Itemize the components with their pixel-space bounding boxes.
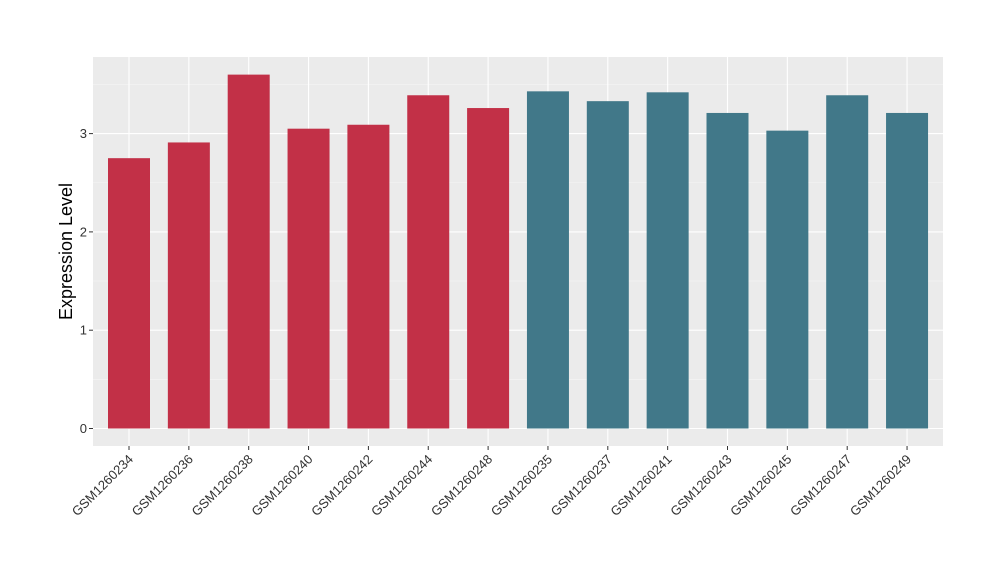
bar (526, 91, 569, 429)
bar (586, 101, 629, 429)
y-axis: 0 1 2 3 (80, 126, 93, 436)
x-tick-label: GSM1260235 (488, 452, 555, 519)
y-tick-label: 0 (80, 421, 87, 436)
x-tick-label: GSM1260247 (787, 452, 854, 519)
bar (347, 124, 390, 429)
bar (706, 112, 749, 429)
x-tick-label: GSM1260238 (188, 452, 255, 519)
bar (886, 112, 929, 429)
x-tick-label: GSM1260242 (308, 452, 375, 519)
x-tick-label: GSM1260249 (847, 452, 914, 519)
x-tick-label: GSM1260234 (69, 452, 136, 519)
bar (826, 95, 869, 429)
y-tick-label: 1 (80, 323, 87, 338)
y-axis-title: Expression Level (56, 183, 76, 320)
x-tick-label: GSM1260241 (607, 452, 674, 519)
x-tick-label: GSM1260244 (368, 452, 435, 519)
y-tick-label: 3 (80, 126, 87, 141)
x-axis: GSM1260234GSM1260236GSM1260238GSM1260240… (69, 446, 914, 519)
bar (287, 128, 330, 429)
plot-panel (93, 57, 943, 446)
bar (108, 158, 150, 429)
x-tick-label: GSM1260240 (248, 452, 315, 519)
x-tick-label: GSM1260243 (667, 452, 734, 519)
bar (227, 74, 270, 429)
x-tick-label: GSM1260237 (548, 452, 615, 519)
x-tick-label: GSM1260245 (727, 452, 794, 519)
bar (766, 130, 809, 429)
y-tick-label: 2 (80, 224, 87, 239)
x-tick-label: GSM1260248 (428, 452, 495, 519)
bar (467, 108, 510, 429)
bars (108, 74, 929, 429)
bar (646, 92, 689, 429)
x-tick-label: GSM1260236 (129, 452, 196, 519)
bar (407, 95, 450, 429)
bar (167, 142, 210, 429)
